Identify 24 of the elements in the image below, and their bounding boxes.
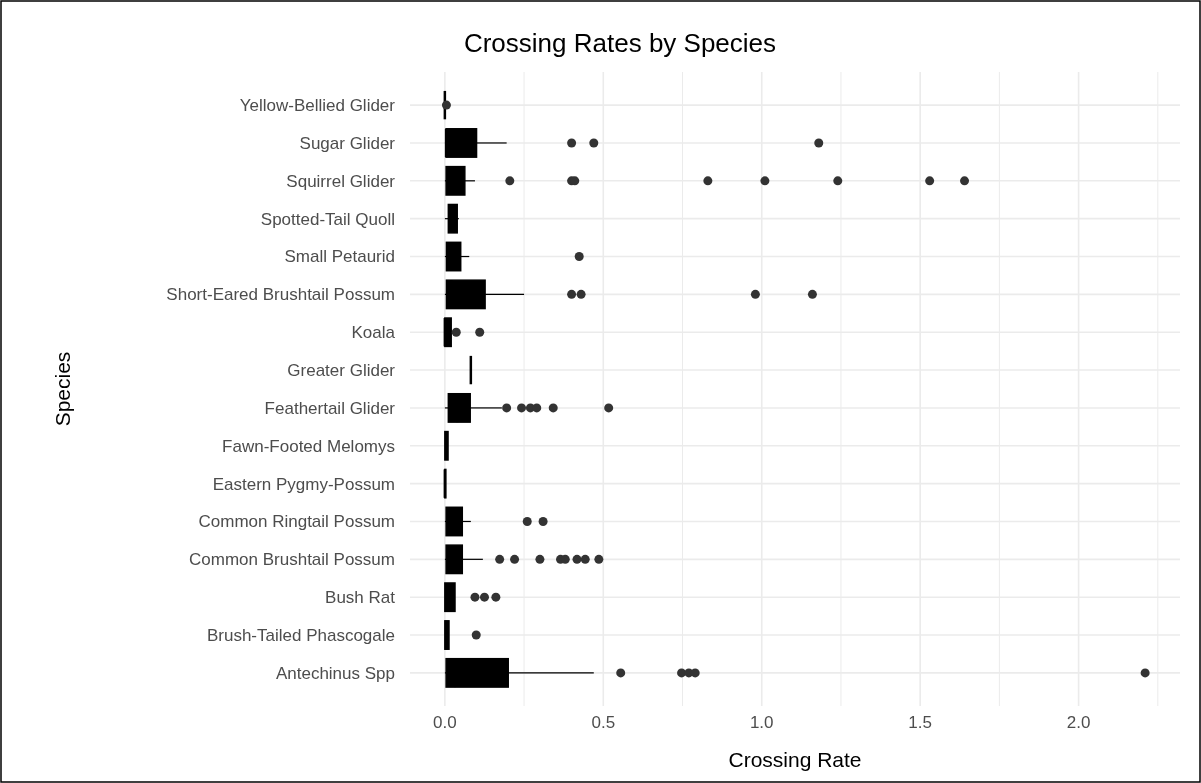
y-tick-label: Short-Eared Brushtail Possum — [166, 285, 395, 305]
x-tick-label: 0.0 — [433, 713, 457, 732]
y-tick-label: Common Brushtail Possum — [189, 550, 395, 570]
y-tick-label: Fawn-Footed Melomys — [222, 436, 395, 456]
x-tick-label: 1.5 — [908, 713, 932, 732]
y-tick-label: Sugar Glider — [299, 133, 396, 153]
y-tick-label: Yellow-Bellied Glider — [239, 96, 396, 116]
x-axis-title: Crossing Rate — [728, 748, 862, 771]
y-tick-label: Antechinus Spp — [275, 663, 395, 683]
y-tick-label: Koala — [351, 323, 396, 343]
y-tick-label: Spotted-Tail Quoll — [260, 209, 395, 229]
y-tick-label: Small Petaurid — [284, 247, 395, 267]
x-tick-label: 0.5 — [591, 713, 616, 732]
x-tick-label: 1.0 — [749, 713, 774, 732]
y-tick-label: Feathertail Glider — [264, 398, 396, 418]
y-tick-label: Bush Rat — [325, 588, 396, 608]
y-tick-label: Greater Glider — [287, 361, 396, 381]
x-tick-label: 2.0 — [1066, 713, 1091, 732]
y-tick-label: Brush-Tailed Phascogale — [206, 625, 395, 645]
y-tick-label: Eastern Pygmy-Possum — [212, 474, 395, 494]
y-tick-label: Squirrel Glider — [286, 171, 396, 191]
chart-title: Crossing Rates by Species — [463, 28, 777, 58]
y-axis-title: Species — [51, 351, 74, 427]
y-tick-label: Common Ringtail Possum — [198, 512, 395, 532]
